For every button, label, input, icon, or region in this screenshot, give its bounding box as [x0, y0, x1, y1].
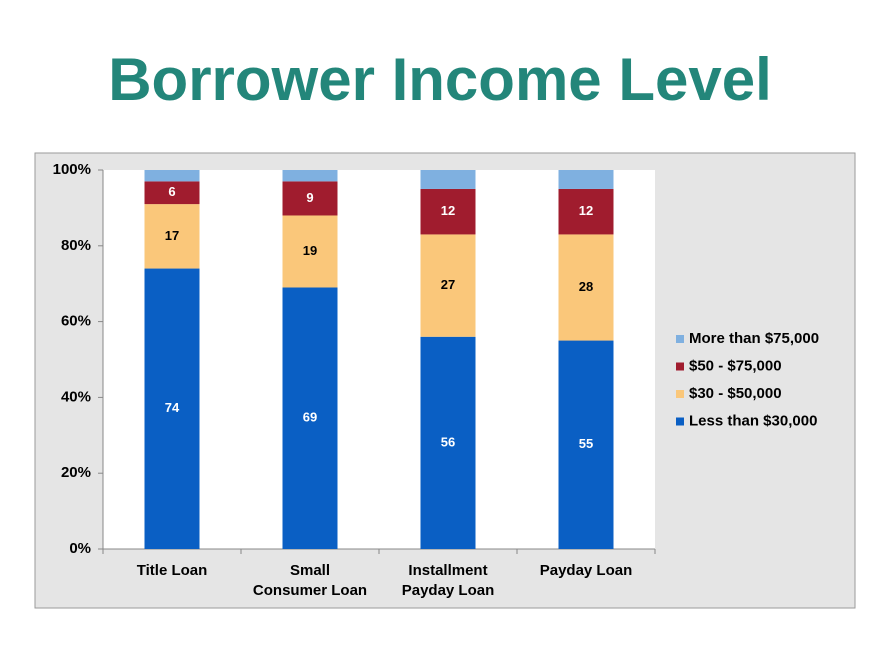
bar-segment [144, 204, 200, 269]
data-label: 55 [579, 436, 593, 451]
data-label: 28 [579, 279, 593, 294]
legend-swatch [676, 335, 684, 343]
label-line: Payday Loan [402, 582, 495, 599]
label-line: Consumer Loan [253, 582, 367, 599]
data-label: 6 [168, 184, 175, 199]
x-tick-label: Payday Loan [540, 562, 633, 579]
bar-segment [420, 336, 476, 549]
x-tick-label: Title Loan [137, 562, 208, 579]
legend-swatch [676, 417, 684, 426]
chart-title: Borrower Income Level [108, 46, 772, 113]
bar-segment [558, 234, 614, 341]
y-tick-label: 0% [69, 540, 91, 557]
bar-segment [558, 188, 614, 235]
bar-segment [144, 181, 200, 205]
data-label: 9 [306, 190, 313, 205]
bar-segment [558, 340, 614, 549]
x-tick-label: Installment Payday Loan [402, 562, 495, 599]
bar-segment [144, 268, 200, 549]
data-label: 12 [579, 203, 593, 218]
data-label: 19 [303, 243, 317, 258]
data-label: 12 [441, 203, 455, 218]
legend-label: $30 - $50,000 [689, 385, 782, 402]
y-tick-label: 20% [61, 464, 91, 481]
bar-segment [282, 181, 338, 216]
legend-label: $50 - $75,000 [689, 357, 782, 374]
legend-label: More than $75,000 [689, 330, 819, 347]
data-label: 27 [441, 277, 455, 292]
y-tick-label: 100% [53, 161, 91, 178]
bar-segment [420, 188, 476, 235]
legend-swatch [676, 362, 684, 371]
label-line: Title Loan [137, 562, 208, 579]
bar-segment [282, 287, 338, 549]
bar-segment [420, 234, 476, 337]
legend-label: Less than $30,000 [689, 412, 817, 429]
data-label: 17 [165, 228, 179, 243]
data-label: 56 [441, 434, 455, 449]
data-label: 74 [165, 400, 180, 415]
y-tick-label: 80% [61, 237, 91, 254]
bar-segment [558, 170, 614, 189]
bar-segment [420, 170, 476, 189]
label-line: Installment [408, 562, 487, 579]
bar-segment [144, 170, 200, 182]
data-label: 69 [303, 410, 317, 425]
label-line: Small [290, 562, 330, 579]
bar-segment [282, 170, 338, 182]
label-line: Payday Loan [540, 562, 633, 579]
y-tick-label: 60% [61, 313, 91, 330]
x-tick-label: Small Consumer Loan [253, 562, 367, 599]
bar-segment [282, 215, 338, 288]
legend-swatch [676, 390, 684, 398]
y-tick-label: 40% [61, 388, 91, 405]
